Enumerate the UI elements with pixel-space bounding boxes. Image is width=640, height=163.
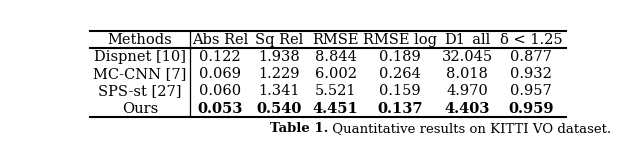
Text: 5.521: 5.521 (315, 84, 356, 98)
Text: δ < 1.25: δ < 1.25 (500, 32, 563, 46)
Text: 6.002: 6.002 (315, 67, 356, 81)
Text: 0.159: 0.159 (380, 84, 421, 98)
Text: 0.540: 0.540 (257, 102, 302, 116)
Text: 0.264: 0.264 (379, 67, 421, 81)
Text: Dispnet [10]: Dispnet [10] (94, 50, 186, 64)
Text: 4.451: 4.451 (313, 102, 358, 116)
Text: 0.959: 0.959 (509, 102, 554, 116)
Text: 1.938: 1.938 (258, 50, 300, 64)
Text: 0.122: 0.122 (199, 50, 241, 64)
Text: 4.403: 4.403 (444, 102, 490, 116)
Text: RMSE: RMSE (312, 32, 359, 46)
Text: Abs Rel: Abs Rel (192, 32, 248, 46)
Text: 0.137: 0.137 (378, 102, 423, 116)
Text: Ours: Ours (122, 102, 158, 116)
Text: 4.970: 4.970 (446, 84, 488, 98)
Text: RMSE log: RMSE log (363, 32, 437, 46)
Text: 0.189: 0.189 (379, 50, 421, 64)
Text: 8.844: 8.844 (315, 50, 356, 64)
Text: MC-CNN [7]: MC-CNN [7] (93, 67, 187, 81)
Text: 8.018: 8.018 (446, 67, 488, 81)
Text: 0.060: 0.060 (199, 84, 241, 98)
Text: 0.877: 0.877 (510, 50, 552, 64)
Text: 0.932: 0.932 (510, 67, 552, 81)
Text: Quantitative results on KITTI VO dataset.: Quantitative results on KITTI VO dataset… (328, 122, 611, 135)
Text: Methods: Methods (108, 32, 173, 46)
Text: 0.957: 0.957 (511, 84, 552, 98)
Text: D1_all: D1_all (444, 32, 490, 47)
Text: 32.045: 32.045 (442, 50, 493, 64)
Text: 1.341: 1.341 (259, 84, 300, 98)
Text: 0.069: 0.069 (199, 67, 241, 81)
Text: Sq Rel: Sq Rel (255, 32, 303, 46)
Text: Table 1.: Table 1. (269, 122, 328, 135)
Text: 0.053: 0.053 (197, 102, 243, 116)
Text: 1.229: 1.229 (259, 67, 300, 81)
Text: SPS-st [27]: SPS-st [27] (99, 84, 182, 98)
